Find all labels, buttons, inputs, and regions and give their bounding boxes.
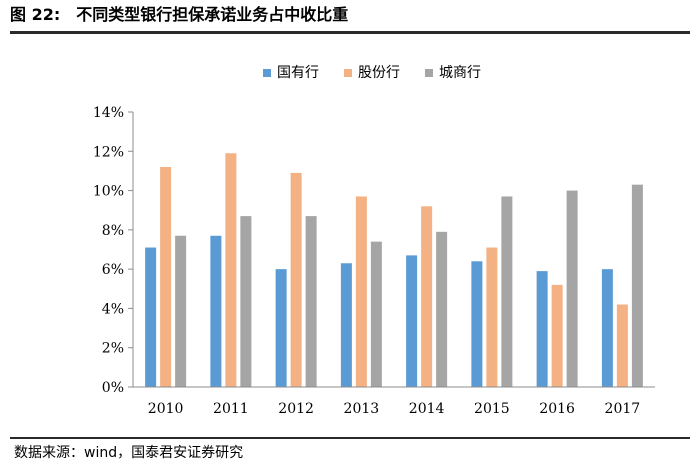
bar-2017-1 (616, 304, 628, 387)
figure-title: 图 22: 不同类型银行担保承诺业务占中收比重 (10, 2, 348, 28)
bar-2011-0 (210, 235, 222, 387)
y-tick-label: 6% (102, 262, 124, 278)
bars (145, 153, 643, 387)
bar-2011-2 (240, 216, 252, 387)
bar-2014-0 (406, 255, 418, 387)
bar-2012-1 (290, 172, 302, 387)
bar-2016-2 (566, 190, 578, 387)
legend-swatch (344, 69, 352, 77)
bar-2015-0 (471, 261, 483, 387)
legend-swatch (425, 69, 433, 77)
y-tick-label: 2% (102, 341, 124, 357)
bottom-rule (10, 437, 690, 439)
legend-swatch (263, 69, 271, 77)
source-note: 数据来源：wind，国泰君安证券研究 (14, 445, 244, 461)
bar-2010-1 (160, 167, 172, 387)
bar-2012-0 (275, 269, 287, 387)
bar-2011-1 (225, 153, 237, 387)
bar-2016-0 (536, 271, 548, 387)
y-tick-label: 8% (102, 223, 124, 239)
bar-2015-2 (501, 196, 513, 387)
bar-2017-0 (601, 269, 613, 387)
x-tick-label: 2013 (344, 401, 380, 417)
bar-2017-2 (631, 184, 643, 387)
x-tick-label: 2010 (148, 401, 184, 417)
bar-2012-2 (305, 216, 317, 387)
y-tick-label: 14% (93, 105, 124, 121)
legend-label: 股份行 (358, 65, 400, 81)
x-tick-label: 2017 (605, 401, 641, 417)
bar-2015-1 (486, 247, 498, 387)
x-tick-label: 2011 (213, 401, 249, 417)
bar-2013-0 (340, 263, 352, 387)
chart-legend: 国有行 股份行 城商行 (263, 65, 481, 81)
y-tick-label: 10% (93, 184, 124, 200)
y-axis: 0% 2% 4% 6% 8% 10% 12% 14% (93, 105, 134, 396)
bar-2010-2 (175, 235, 187, 387)
x-tick-label: 2016 (539, 401, 575, 417)
y-tick-label: 12% (93, 144, 124, 160)
x-tick-label: 2015 (474, 401, 510, 417)
bar-2016-1 (551, 284, 563, 387)
bar-2014-1 (421, 206, 433, 387)
bar-2014-2 (436, 231, 448, 387)
bar-2013-2 (370, 241, 382, 387)
bar-2013-1 (355, 196, 367, 387)
y-tick-label: 0% (102, 380, 124, 396)
figure-title-text: 不同类型银行担保承诺业务占中收比重 (76, 5, 349, 24)
legend-label: 国有行 (277, 65, 319, 81)
figure-number: 图 22: (10, 5, 61, 24)
x-tick-label: 2014 (409, 401, 445, 417)
bar-2010-0 (145, 247, 157, 387)
y-tick-label: 4% (102, 301, 124, 317)
legend-label: 城商行 (439, 65, 481, 81)
x-axis: 2010 2011 2012 2013 2014 2015 2016 2017 (133, 386, 655, 417)
top-rule (10, 31, 690, 34)
x-tick-label: 2012 (278, 401, 314, 417)
